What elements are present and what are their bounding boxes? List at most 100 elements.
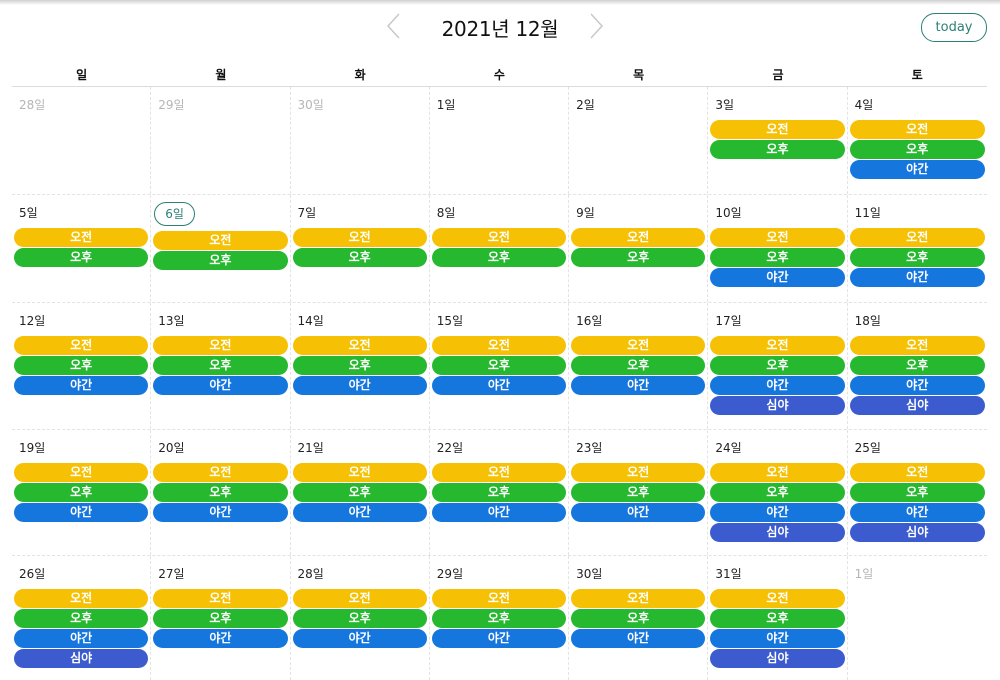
day-cell[interactable]: 6일 오전 오후 — [151, 195, 291, 302]
shift-event-pm[interactable]: 오후 — [710, 356, 845, 375]
shift-event-am[interactable]: 오전 — [571, 228, 706, 247]
day-cell[interactable]: 10일 오전 오후 야간 — [708, 195, 848, 302]
day-cell[interactable]: 17일 오전 오후 야간 심야 — [708, 303, 848, 429]
shift-event-am[interactable]: 오전 — [710, 463, 845, 482]
shift-event-evening[interactable]: 야간 — [14, 503, 149, 522]
shift-event-am[interactable]: 오전 — [849, 336, 985, 355]
shift-event-evening[interactable]: 야간 — [292, 629, 427, 648]
shift-event-night[interactable]: 심야 — [14, 649, 149, 668]
day-cell[interactable]: 8일 오전 오후 — [430, 195, 570, 302]
day-cell[interactable]: 26일 오전 오후 야간 심야 — [12, 556, 152, 680]
shift-event-pm[interactable]: 오후 — [710, 483, 845, 502]
shift-event-am[interactable]: 오전 — [14, 336, 149, 355]
shift-event-pm[interactable]: 오후 — [153, 483, 288, 502]
shift-event-am[interactable]: 오전 — [849, 463, 985, 482]
day-cell[interactable]: 31일 오전 오후 야간 심야 — [708, 556, 848, 680]
shift-event-am[interactable]: 오전 — [153, 336, 288, 355]
shift-event-pm[interactable]: 오후 — [849, 483, 985, 502]
shift-event-evening[interactable]: 야간 — [431, 503, 567, 522]
shift-event-evening[interactable]: 야간 — [710, 503, 845, 522]
shift-event-am[interactable]: 오전 — [710, 228, 845, 247]
shift-event-night[interactable]: 심야 — [710, 649, 845, 668]
day-cell[interactable]: 11일 오전 오후 야간 — [848, 195, 987, 302]
shift-event-am[interactable]: 오전 — [292, 336, 427, 355]
shift-event-pm[interactable]: 오후 — [571, 248, 706, 267]
shift-event-am[interactable]: 오전 — [153, 463, 288, 482]
shift-event-am[interactable]: 오전 — [431, 463, 567, 482]
shift-event-night[interactable]: 심야 — [849, 523, 985, 542]
next-month-button[interactable] — [584, 12, 606, 40]
shift-event-pm[interactable]: 오후 — [849, 356, 985, 375]
shift-event-am[interactable]: 오전 — [431, 336, 567, 355]
day-cell[interactable]: 25일 오전 오후 야간 심야 — [848, 430, 987, 555]
shift-event-evening[interactable]: 야간 — [153, 376, 288, 395]
day-cell[interactable]: 30일 오전 오후 야간 — [569, 556, 709, 680]
shift-event-pm[interactable]: 오후 — [153, 251, 288, 270]
day-cell[interactable]: 29일 오전 오후 야간 — [430, 556, 570, 680]
shift-event-pm[interactable]: 오후 — [292, 248, 427, 267]
shift-event-evening[interactable]: 야간 — [849, 160, 985, 179]
shift-event-am[interactable]: 오전 — [710, 120, 845, 139]
shift-event-am[interactable]: 오전 — [14, 589, 149, 608]
shift-event-evening[interactable]: 야간 — [710, 376, 845, 395]
day-cell[interactable]: 22일 오전 오후 야간 — [430, 430, 570, 555]
shift-event-pm[interactable]: 오후 — [849, 248, 985, 267]
day-cell[interactable]: 19일 오전 오후 야간 — [12, 430, 152, 555]
shift-event-evening[interactable]: 야간 — [849, 376, 985, 395]
shift-event-am[interactable]: 오전 — [571, 336, 706, 355]
shift-event-pm[interactable]: 오후 — [14, 356, 149, 375]
shift-event-pm[interactable]: 오후 — [431, 248, 567, 267]
day-cell[interactable]: 12일 오전 오후 야간 — [12, 303, 152, 429]
shift-event-evening[interactable]: 야간 — [431, 376, 567, 395]
day-cell[interactable]: 21일 오전 오후 야간 — [291, 430, 430, 555]
shift-event-am[interactable]: 오전 — [571, 589, 706, 608]
shift-event-pm[interactable]: 오후 — [710, 248, 845, 267]
shift-event-night[interactable]: 심야 — [849, 396, 985, 415]
day-cell[interactable]: 30일 — [291, 87, 430, 194]
shift-event-evening[interactable]: 야간 — [153, 629, 288, 648]
day-cell[interactable]: 1일 — [430, 87, 570, 194]
shift-event-pm[interactable]: 오후 — [292, 483, 427, 502]
shift-event-evening[interactable]: 야간 — [849, 268, 985, 287]
today-button[interactable]: today — [921, 13, 987, 42]
shift-event-pm[interactable]: 오후 — [14, 609, 149, 628]
shift-event-am[interactable]: 오전 — [14, 463, 149, 482]
day-cell[interactable]: 14일 오전 오후 야간 — [291, 303, 430, 429]
day-cell[interactable]: 5일 오전 오후 — [12, 195, 152, 302]
shift-event-pm[interactable]: 오후 — [292, 356, 427, 375]
shift-event-evening[interactable]: 야간 — [849, 503, 985, 522]
shift-event-am[interactable]: 오전 — [153, 231, 288, 250]
day-cell[interactable]: 15일 오전 오후 야간 — [430, 303, 570, 429]
day-cell[interactable]: 2일 — [569, 87, 709, 194]
shift-event-evening[interactable]: 야간 — [571, 376, 706, 395]
shift-event-am[interactable]: 오전 — [292, 228, 427, 247]
day-cell[interactable]: 23일 오전 오후 야간 — [569, 430, 709, 555]
shift-event-pm[interactable]: 오후 — [431, 356, 567, 375]
shift-event-evening[interactable]: 야간 — [14, 376, 149, 395]
shift-event-evening[interactable]: 야간 — [153, 503, 288, 522]
shift-event-evening[interactable]: 야간 — [710, 268, 845, 287]
shift-event-evening[interactable]: 야간 — [292, 503, 427, 522]
shift-event-pm[interactable]: 오후 — [292, 609, 427, 628]
shift-event-evening[interactable]: 야간 — [292, 376, 427, 395]
day-cell[interactable]: 20일 오전 오후 야간 — [151, 430, 291, 555]
day-cell[interactable]: 9일 오전 오후 — [569, 195, 709, 302]
shift-event-pm[interactable]: 오후 — [571, 356, 706, 375]
day-cell[interactable]: 27일 오전 오후 야간 — [151, 556, 291, 680]
day-cell[interactable]: 4일 오전 오후 야간 — [848, 87, 987, 194]
shift-event-pm[interactable]: 오후 — [14, 483, 149, 502]
shift-event-night[interactable]: 심야 — [710, 523, 845, 542]
shift-event-am[interactable]: 오전 — [571, 463, 706, 482]
day-cell[interactable]: 18일 오전 오후 야간 심야 — [848, 303, 987, 429]
day-cell[interactable]: 28일 — [12, 87, 152, 194]
shift-event-am[interactable]: 오전 — [292, 463, 427, 482]
shift-event-evening[interactable]: 야간 — [14, 629, 149, 648]
shift-event-am[interactable]: 오전 — [710, 336, 845, 355]
prev-month-button[interactable] — [384, 12, 406, 40]
shift-event-am[interactable]: 오전 — [14, 228, 149, 247]
day-cell[interactable]: 1일 — [848, 556, 987, 680]
shift-event-am[interactable]: 오전 — [292, 589, 427, 608]
shift-event-evening[interactable]: 야간 — [571, 629, 706, 648]
shift-event-pm[interactable]: 오후 — [431, 609, 567, 628]
shift-event-am[interactable]: 오전 — [153, 589, 288, 608]
